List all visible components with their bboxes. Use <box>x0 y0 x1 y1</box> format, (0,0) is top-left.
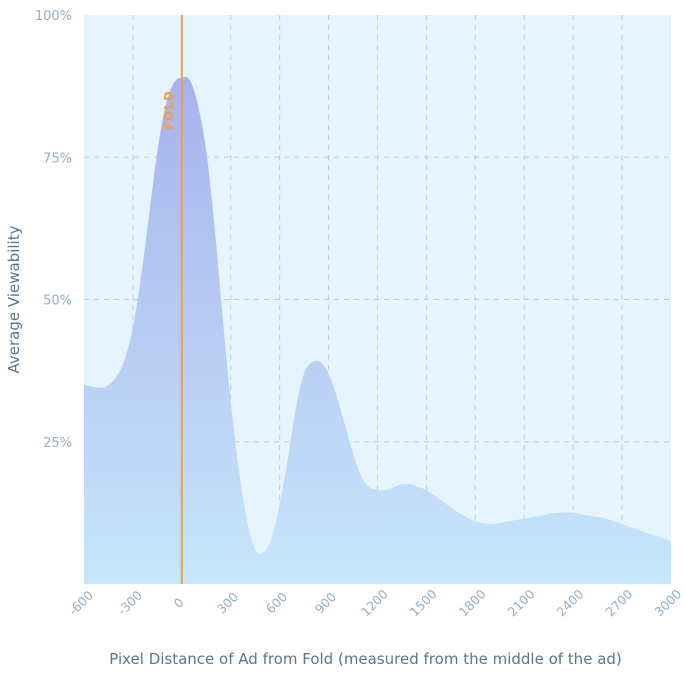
x-tick-labels: -600 -300 0 300 600 900 1200 1500 1800 2100 2400 27… <box>65 586 684 619</box>
x-tick-label: 1800 <box>456 586 489 619</box>
x-tick-label: 2100 <box>505 586 538 619</box>
y-axis-label: Average Viewability <box>5 225 23 373</box>
x-tick-label: -600 <box>65 587 96 618</box>
x-tick-label: 600 <box>263 589 291 617</box>
y-tick-label: 50% <box>43 294 72 309</box>
y-tick-labels: 25% 50% 75% 100% <box>35 9 72 451</box>
y-tick-label: 25% <box>43 436 72 451</box>
fold-annotation: FOLD <box>162 15 183 584</box>
grid-lines <box>84 15 671 584</box>
x-tick-label: 3000 <box>651 586 684 619</box>
viewability-area <box>84 77 671 584</box>
fold-label: FOLD <box>162 90 176 130</box>
x-tick-label: 300 <box>214 589 242 617</box>
y-tick-label: 100% <box>35 9 72 24</box>
x-axis-label: Pixel Distance of Ad from Fold (measured… <box>109 650 622 668</box>
x-tick-label: 900 <box>312 589 340 617</box>
y-tick-label: 75% <box>43 151 72 166</box>
x-tick-label: 2700 <box>602 586 635 619</box>
x-tick-label: 2400 <box>553 586 586 619</box>
x-tick-label: 1200 <box>358 586 391 619</box>
x-tick-label: 0 <box>171 595 187 611</box>
x-tick-label: 1500 <box>407 586 440 619</box>
x-tick-label: -300 <box>114 587 145 618</box>
